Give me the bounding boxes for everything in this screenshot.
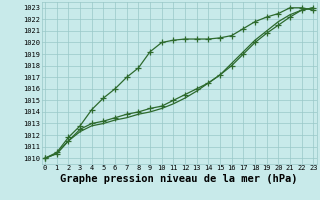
X-axis label: Graphe pression niveau de la mer (hPa): Graphe pression niveau de la mer (hPa) [60, 174, 298, 184]
